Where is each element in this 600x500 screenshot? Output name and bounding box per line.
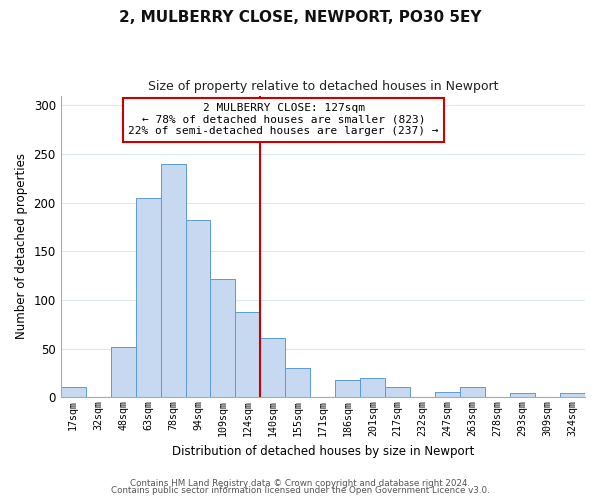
Title: Size of property relative to detached houses in Newport: Size of property relative to detached ho…	[148, 80, 498, 93]
Bar	[61, 386, 86, 398]
Y-axis label: Number of detached properties: Number of detached properties	[15, 154, 28, 340]
Bar	[510, 394, 535, 398]
Bar	[360, 378, 385, 398]
Bar	[260, 338, 286, 398]
Bar	[385, 386, 410, 398]
Bar	[161, 164, 185, 398]
Text: Contains HM Land Registry data © Crown copyright and database right 2024.: Contains HM Land Registry data © Crown c…	[130, 478, 470, 488]
Bar	[460, 386, 485, 398]
Bar	[335, 380, 360, 398]
Bar	[185, 220, 211, 398]
Text: 2 MULBERRY CLOSE: 127sqm
← 78% of detached houses are smaller (823)
22% of semi-: 2 MULBERRY CLOSE: 127sqm ← 78% of detach…	[128, 103, 439, 136]
Bar	[110, 347, 136, 398]
Bar	[286, 368, 310, 398]
Bar	[136, 198, 161, 398]
X-axis label: Distribution of detached houses by size in Newport: Distribution of detached houses by size …	[172, 444, 474, 458]
Text: 2, MULBERRY CLOSE, NEWPORT, PO30 5EY: 2, MULBERRY CLOSE, NEWPORT, PO30 5EY	[119, 10, 481, 25]
Bar	[435, 392, 460, 398]
Bar	[560, 392, 585, 398]
Bar	[235, 312, 260, 398]
Bar	[211, 278, 235, 398]
Text: Contains public sector information licensed under the Open Government Licence v3: Contains public sector information licen…	[110, 486, 490, 495]
